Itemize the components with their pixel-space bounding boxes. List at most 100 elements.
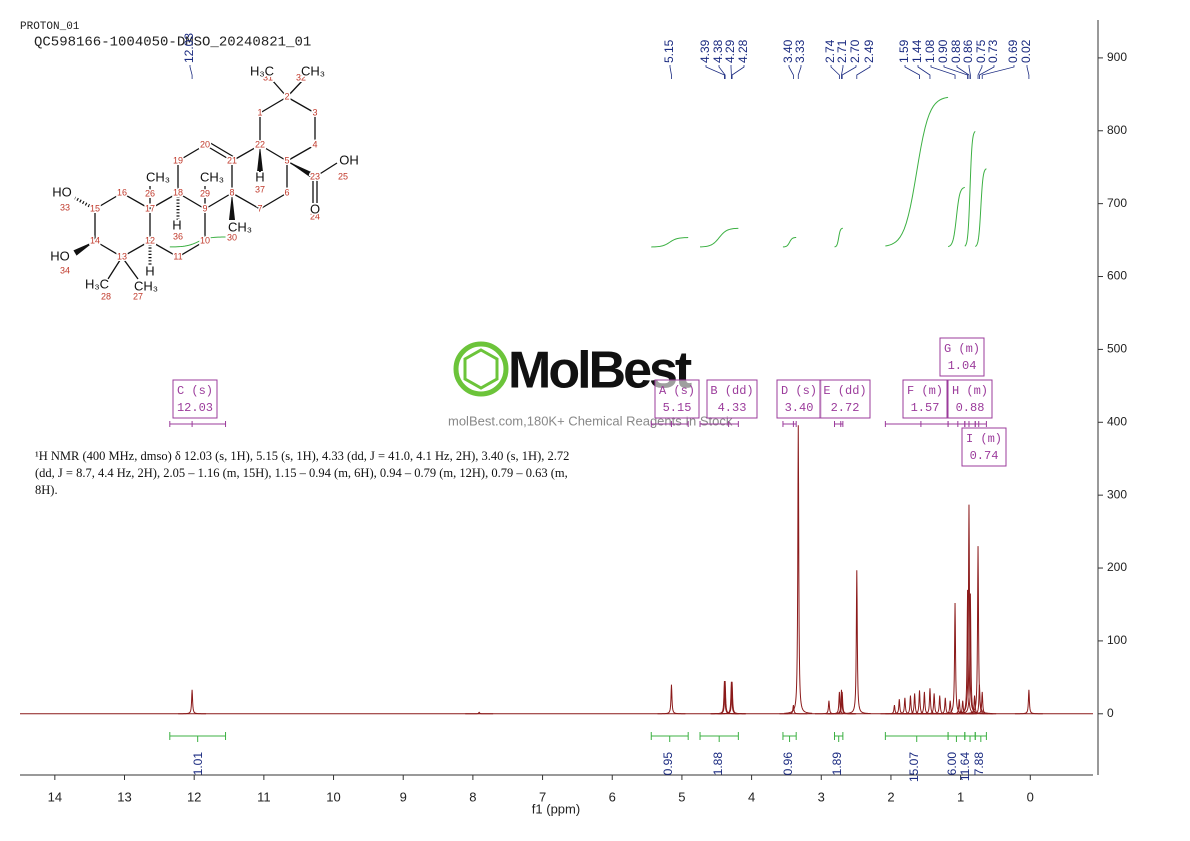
x-tick-label: 8 — [469, 789, 476, 804]
atom-number: 8 — [229, 187, 234, 197]
hashed-bond — [74, 196, 96, 211]
atom-number: 34 — [60, 265, 70, 275]
peak-label-connector — [856, 65, 871, 79]
integral-curve — [651, 237, 689, 248]
multiplet-name: F (m) — [907, 384, 943, 398]
multiplet-name: B (dd) — [710, 384, 753, 398]
atom-group: CH₃ — [146, 169, 170, 184]
x-tick-label: 14 — [48, 789, 62, 804]
atom-number: 2 — [284, 91, 289, 101]
integral-label: 6.00 — [945, 752, 959, 776]
atom-number: 37 — [255, 184, 265, 194]
x-tick-label: 6 — [609, 789, 616, 804]
multiplet-shift: 4.33 — [718, 401, 747, 415]
atom-number: 28 — [101, 291, 111, 301]
bond — [314, 162, 338, 178]
peak-label-connector — [979, 65, 995, 79]
y-tick-label: 900 — [1107, 50, 1127, 64]
y-tick-label: 300 — [1107, 487, 1127, 501]
atom-group: CH₃ — [301, 63, 325, 78]
peak-label: 0.69 — [1006, 39, 1020, 63]
atom-number: 25 — [338, 171, 348, 181]
atom-number: 22 — [255, 139, 265, 149]
atom-number: 24 — [310, 211, 320, 221]
peak — [711, 680, 740, 715]
atom-group: H₃C — [250, 63, 274, 78]
atom-number: 19 — [173, 155, 183, 165]
multiplet-range — [782, 421, 797, 427]
bond — [149, 240, 179, 258]
peak-label-connector — [718, 65, 726, 79]
integral-curve — [834, 227, 843, 248]
peak-label: 2.70 — [848, 39, 862, 63]
integral-curve — [975, 168, 987, 247]
multiplet-range — [169, 421, 227, 427]
peak — [941, 603, 969, 715]
atom-number: 30 — [227, 232, 237, 242]
atom-group: OH — [339, 152, 359, 167]
bond — [259, 192, 288, 210]
integral-bracket — [650, 732, 689, 742]
multiplet-name: H (m) — [952, 384, 988, 398]
multiplet-range — [974, 421, 987, 427]
peak — [828, 691, 857, 715]
y-tick-label: 500 — [1107, 342, 1127, 356]
integral-bracket — [834, 732, 844, 742]
bond — [271, 79, 288, 98]
multiplet-range — [884, 421, 949, 427]
integral-curve — [885, 96, 949, 247]
peak-label: 2.71 — [835, 39, 849, 63]
bond — [177, 192, 206, 210]
bond — [94, 192, 123, 210]
x-tick-label: 13 — [117, 789, 131, 804]
integral-bracket — [964, 732, 976, 742]
integral-bracket — [169, 732, 227, 742]
atom-number: 31 — [263, 72, 273, 82]
atom-group: H — [172, 217, 181, 232]
peak-label: 0.86 — [961, 39, 975, 63]
x-tick-label: 4 — [748, 789, 755, 804]
atom-number: 11 — [173, 251, 182, 261]
multiplet-box — [172, 379, 218, 419]
multiplet-range — [650, 421, 689, 427]
peak-label: 4.38 — [711, 39, 725, 63]
multiplet-shift: 12.03 — [177, 401, 213, 415]
wedge-bond — [257, 145, 263, 172]
nmr-description: ¹H NMR (400 MHz, dmso) δ 12.03 (s, 1H), … — [35, 449, 570, 497]
atom-number: 9 — [202, 203, 207, 213]
integral-label: 1.88 — [711, 752, 725, 776]
peak — [842, 570, 871, 715]
integral-bracket — [974, 732, 987, 742]
atom-group: HO — [52, 184, 72, 199]
x-tick-label: 7 — [539, 789, 546, 804]
multiplet-shift: 1.04 — [948, 359, 977, 373]
peak-label-connector — [189, 65, 193, 79]
multiplet-name: I (m) — [966, 432, 1002, 446]
bond — [231, 192, 261, 210]
bond — [94, 240, 123, 258]
peak-label: 2.49 — [862, 39, 876, 63]
x-tick-label: 2 — [887, 789, 894, 804]
x-tick-label: 10 — [326, 789, 340, 804]
multiplet-range — [834, 421, 844, 427]
bond — [286, 96, 316, 114]
atom-group: H — [255, 169, 264, 184]
atom-number: 1 — [257, 107, 262, 117]
integral-label: 1.89 — [830, 752, 844, 776]
atom-number: 5 — [284, 155, 289, 165]
peak-label-connector — [830, 65, 840, 79]
wedge-bond — [229, 193, 235, 220]
atom-number: 17 — [145, 203, 155, 213]
x-tick-label: 5 — [678, 789, 685, 804]
multiplet-shift: 5.15 — [663, 401, 692, 415]
sample-name: QC598166-1004050-DMSO_20240821_01 — [34, 35, 311, 51]
multiplet-name: C (s) — [177, 384, 213, 398]
x-tick-label: 3 — [818, 789, 825, 804]
multiplet-shift: 2.72 — [831, 401, 860, 415]
peak-label-connector — [841, 65, 857, 79]
peak-label: 3.33 — [793, 39, 807, 63]
wedge-bond — [287, 161, 317, 180]
peak-label-connector — [705, 65, 725, 79]
peak — [178, 689, 207, 715]
